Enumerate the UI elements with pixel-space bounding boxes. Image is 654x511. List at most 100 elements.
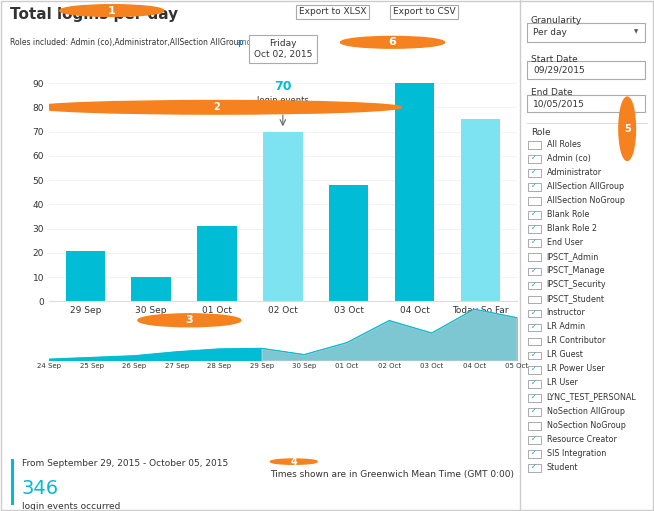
FancyBboxPatch shape xyxy=(528,422,541,430)
Text: ✓: ✓ xyxy=(531,183,537,189)
Bar xyxy=(263,131,303,301)
Text: ✓: ✓ xyxy=(531,169,537,175)
Text: ✓: ✓ xyxy=(531,155,537,161)
Text: ✓: ✓ xyxy=(531,408,537,414)
Text: LR Guest: LR Guest xyxy=(547,351,583,359)
FancyBboxPatch shape xyxy=(528,169,541,177)
Text: 03 Oct: 03 Oct xyxy=(420,363,443,369)
Text: Per day: Per day xyxy=(534,28,567,37)
Text: 2: 2 xyxy=(214,102,220,112)
Text: ✓: ✓ xyxy=(531,464,537,470)
FancyBboxPatch shape xyxy=(528,436,541,444)
Text: ✓: ✓ xyxy=(531,366,537,372)
FancyBboxPatch shape xyxy=(528,282,541,289)
Circle shape xyxy=(619,97,636,160)
Text: and 15 more...: and 15 more... xyxy=(237,38,292,47)
Text: 346: 346 xyxy=(22,479,59,498)
Text: NoSection NoGroup: NoSection NoGroup xyxy=(547,421,626,430)
Circle shape xyxy=(341,36,445,48)
FancyBboxPatch shape xyxy=(528,366,541,374)
FancyBboxPatch shape xyxy=(528,239,541,247)
Text: 02 Oct: 02 Oct xyxy=(377,363,401,369)
FancyBboxPatch shape xyxy=(528,464,541,472)
Text: 6: 6 xyxy=(388,37,396,48)
FancyBboxPatch shape xyxy=(528,324,541,332)
Text: Granularity: Granularity xyxy=(530,16,582,26)
Text: Friday
Oct 02, 2015: Friday Oct 02, 2015 xyxy=(254,39,312,59)
Text: LR Contributor: LR Contributor xyxy=(547,336,605,345)
FancyBboxPatch shape xyxy=(528,450,541,458)
Text: Blank Role: Blank Role xyxy=(547,210,589,219)
Text: From September 29, 2015 - October 05, 2015: From September 29, 2015 - October 05, 20… xyxy=(22,459,228,468)
Text: ✓: ✓ xyxy=(531,268,537,273)
FancyBboxPatch shape xyxy=(528,253,541,261)
Text: Resource Creator: Resource Creator xyxy=(547,435,617,444)
Text: All Roles: All Roles xyxy=(547,140,581,149)
Text: 01 Oct: 01 Oct xyxy=(335,363,358,369)
Text: 3: 3 xyxy=(186,315,193,326)
FancyBboxPatch shape xyxy=(11,459,14,505)
Text: 30 Sep: 30 Sep xyxy=(292,363,317,369)
FancyBboxPatch shape xyxy=(526,61,645,79)
Text: ▼: ▼ xyxy=(634,30,638,35)
Text: 5: 5 xyxy=(624,124,630,134)
Bar xyxy=(395,83,434,301)
Circle shape xyxy=(138,314,241,327)
FancyBboxPatch shape xyxy=(528,380,541,388)
Text: AllSection AllGroup: AllSection AllGroup xyxy=(547,182,624,191)
Bar xyxy=(460,120,500,301)
Text: Export to XLSX: Export to XLSX xyxy=(299,7,366,16)
Text: Role: Role xyxy=(530,128,550,137)
Text: IPSCT_Manage: IPSCT_Manage xyxy=(547,266,605,275)
FancyBboxPatch shape xyxy=(526,23,645,42)
Text: IPSCT_Admin: IPSCT_Admin xyxy=(547,252,599,261)
Text: 25 Sep: 25 Sep xyxy=(80,363,103,369)
FancyBboxPatch shape xyxy=(528,211,541,219)
Text: IPSCT_Security: IPSCT_Security xyxy=(547,280,606,289)
Text: ✓: ✓ xyxy=(531,282,537,288)
FancyBboxPatch shape xyxy=(528,408,541,416)
Text: login events occurred: login events occurred xyxy=(22,502,120,510)
Text: LR Admin: LR Admin xyxy=(547,322,585,331)
Bar xyxy=(131,277,171,301)
Text: AllSection NoGroup: AllSection NoGroup xyxy=(547,196,625,205)
Bar xyxy=(65,250,105,301)
Text: LR Power User: LR Power User xyxy=(547,364,604,374)
Text: ✓: ✓ xyxy=(531,310,537,316)
Text: ✓: ✓ xyxy=(531,240,537,245)
FancyBboxPatch shape xyxy=(528,183,541,191)
Text: ✓: ✓ xyxy=(531,324,537,330)
FancyBboxPatch shape xyxy=(528,155,541,162)
FancyBboxPatch shape xyxy=(528,310,541,317)
Text: IPSCT_Student: IPSCT_Student xyxy=(547,294,605,303)
Text: Total logins per day: Total logins per day xyxy=(10,7,179,22)
Text: 09/29/2015: 09/29/2015 xyxy=(534,65,585,75)
Text: LR User: LR User xyxy=(547,379,577,387)
Text: ✓: ✓ xyxy=(531,212,537,217)
Text: End User: End User xyxy=(547,238,583,247)
Text: ✓: ✓ xyxy=(531,450,537,456)
FancyBboxPatch shape xyxy=(528,352,541,360)
Text: Instructor: Instructor xyxy=(547,308,585,317)
Text: ✓: ✓ xyxy=(531,225,537,231)
FancyBboxPatch shape xyxy=(528,197,541,205)
FancyBboxPatch shape xyxy=(526,95,645,112)
Text: 26 Sep: 26 Sep xyxy=(122,363,146,369)
Text: 04 Oct: 04 Oct xyxy=(462,363,486,369)
Text: ✓: ✓ xyxy=(531,380,537,386)
Text: SIS Integration: SIS Integration xyxy=(547,449,606,458)
Text: Export to CSV: Export to CSV xyxy=(392,7,455,16)
Text: login events: login events xyxy=(257,96,309,105)
Text: End Date: End Date xyxy=(530,88,572,97)
Text: 29 Sep: 29 Sep xyxy=(250,363,273,369)
Circle shape xyxy=(60,5,164,16)
Text: Admin (co): Admin (co) xyxy=(547,154,591,162)
Circle shape xyxy=(270,459,317,464)
Text: LYNC_TEST_PERSONAL: LYNC_TEST_PERSONAL xyxy=(547,392,636,402)
Text: 10/05/2015: 10/05/2015 xyxy=(534,99,585,108)
FancyBboxPatch shape xyxy=(528,394,541,402)
Text: Times shown are in Greenwich Mean Time (GMT 0:00): Times shown are in Greenwich Mean Time (… xyxy=(270,470,514,479)
Text: ✓: ✓ xyxy=(531,394,537,400)
Text: Student: Student xyxy=(547,463,578,472)
Bar xyxy=(198,226,237,301)
